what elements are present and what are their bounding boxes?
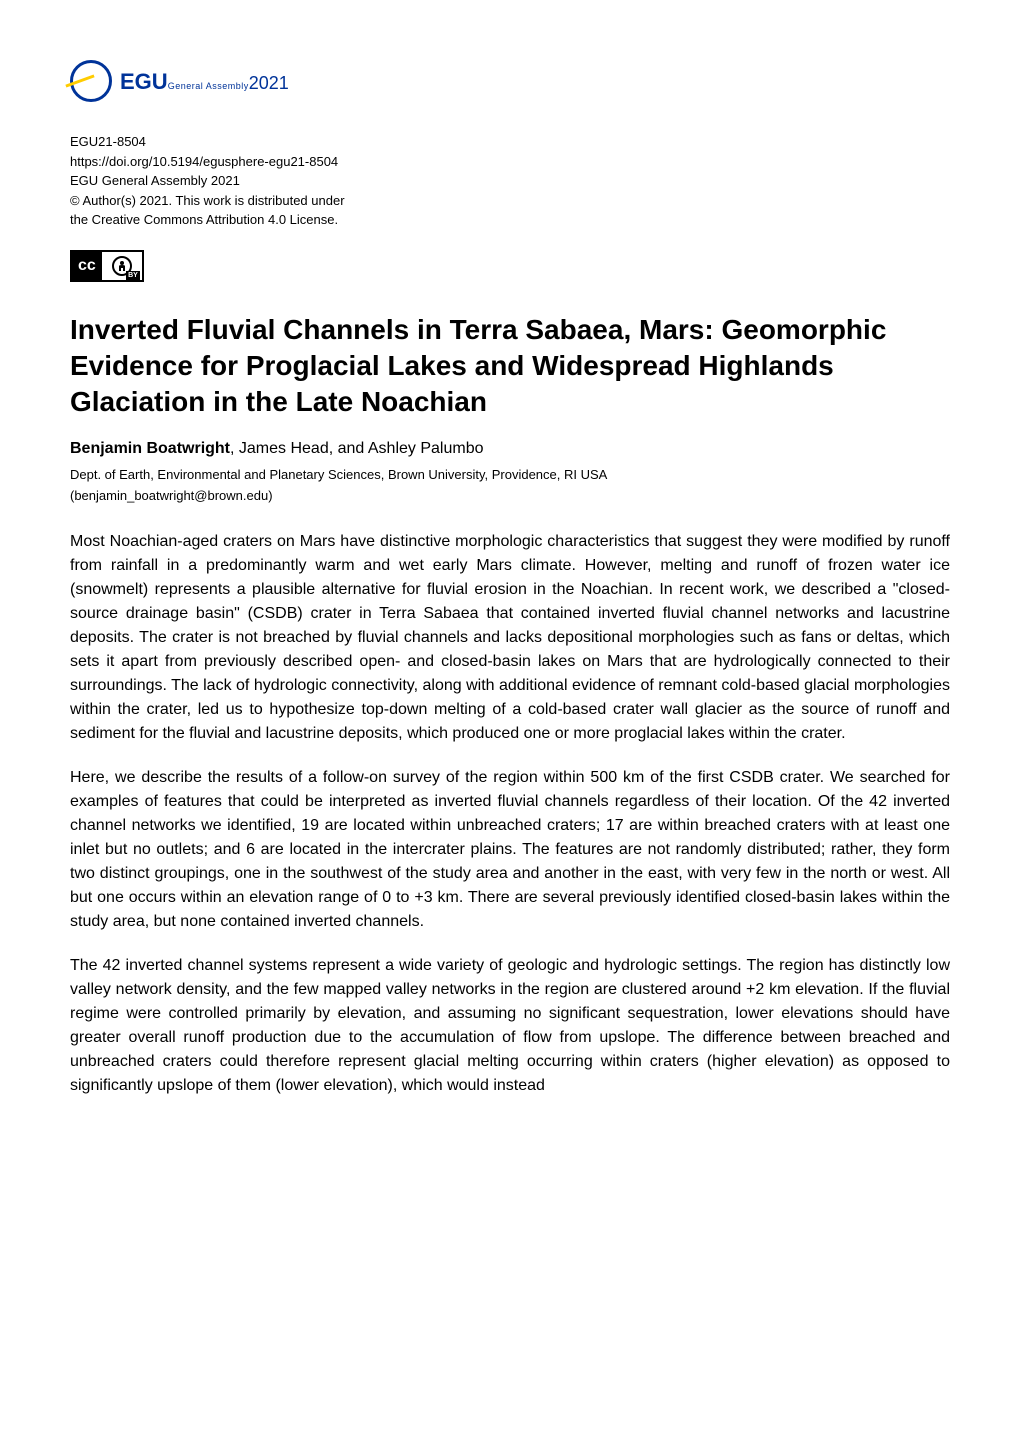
logo-assembly-text: General Assembly — [168, 81, 249, 91]
abstract-body: Most Noachian-aged craters on Mars have … — [70, 530, 950, 1098]
license-line: the Creative Commons Attribution 4.0 Lic… — [70, 210, 950, 230]
cc-icon-left: cc — [72, 252, 102, 280]
copyright-line: © Author(s) 2021. This work is distribut… — [70, 191, 950, 211]
first-author: Benjamin Boatwright — [70, 440, 230, 457]
logo-globe-icon — [70, 60, 112, 102]
paragraph-3: The 42 inverted channel systems represen… — [70, 954, 950, 1098]
doi: https://doi.org/10.5194/egusphere-egu21-… — [70, 152, 950, 172]
logo-year-text: 2021 — [249, 73, 289, 93]
abstract-title: Inverted Fluvial Channels in Terra Sabae… — [70, 312, 950, 421]
conference-name: EGU General Assembly 2021 — [70, 171, 950, 191]
abstract-id: EGU21-8504 — [70, 132, 950, 152]
corresponding-email: (benjamin_boatwright@brown.edu) — [70, 486, 950, 506]
coauthors: , James Head, and Ashley Palumbo — [230, 440, 483, 457]
author-list: Benjamin Boatwright, James Head, and Ash… — [70, 437, 950, 461]
logo-egu-text: EGU — [120, 69, 168, 94]
egu-logo: EGUGeneral Assembly2021 — [70, 60, 950, 102]
affiliation: Dept. of Earth, Environmental and Planet… — [70, 465, 950, 485]
cc-icon-right: BY — [102, 252, 142, 280]
by-label: BY — [126, 271, 140, 282]
cc-license-badge: cc BY — [70, 250, 144, 282]
paragraph-1: Most Noachian-aged craters on Mars have … — [70, 530, 950, 746]
metadata-block: EGU21-8504 https://doi.org/10.5194/egusp… — [70, 132, 950, 230]
paragraph-2: Here, we describe the results of a follo… — [70, 766, 950, 934]
